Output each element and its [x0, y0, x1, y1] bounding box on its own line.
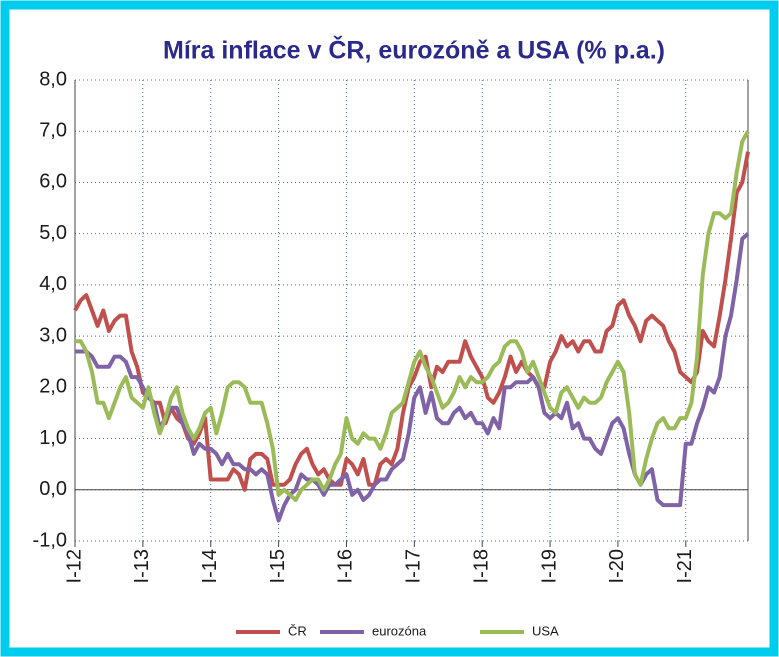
x-tick-label: I-21 — [674, 549, 696, 583]
chart-title: Míra inflace v ČR, eurozóně a USA (% p.a… — [163, 35, 665, 65]
x-tick-label: I-13 — [131, 549, 153, 583]
x-tick-label: I-17 — [403, 549, 425, 583]
x-tick-label: I-18 — [470, 549, 492, 583]
x-tick-label: I-12 — [63, 549, 85, 583]
x-tick-label: I-20 — [606, 549, 628, 583]
legend-label: eurozóna — [372, 623, 427, 638]
x-tick-label: I-19 — [538, 549, 560, 583]
legend-label: ČR — [288, 623, 307, 638]
y-tick-label: 3,0 — [39, 324, 67, 346]
x-tick-label: I-14 — [199, 549, 221, 583]
y-tick-label: -1,0 — [33, 529, 67, 551]
legend-label: USA — [532, 623, 559, 638]
y-tick-label: 4,0 — [39, 273, 67, 295]
y-tick-label: 1,0 — [39, 427, 67, 449]
y-tick-label: 0,0 — [39, 478, 67, 500]
x-tick-label: I-15 — [267, 549, 289, 583]
x-tick-label: I-16 — [335, 549, 357, 583]
y-tick-label: 8,0 — [39, 68, 67, 90]
y-tick-label: 5,0 — [39, 222, 67, 244]
y-tick-label: 2,0 — [39, 376, 67, 398]
y-tick-label: 6,0 — [39, 171, 67, 193]
y-tick-label: 7,0 — [39, 120, 67, 142]
series-line — [75, 130, 750, 502]
